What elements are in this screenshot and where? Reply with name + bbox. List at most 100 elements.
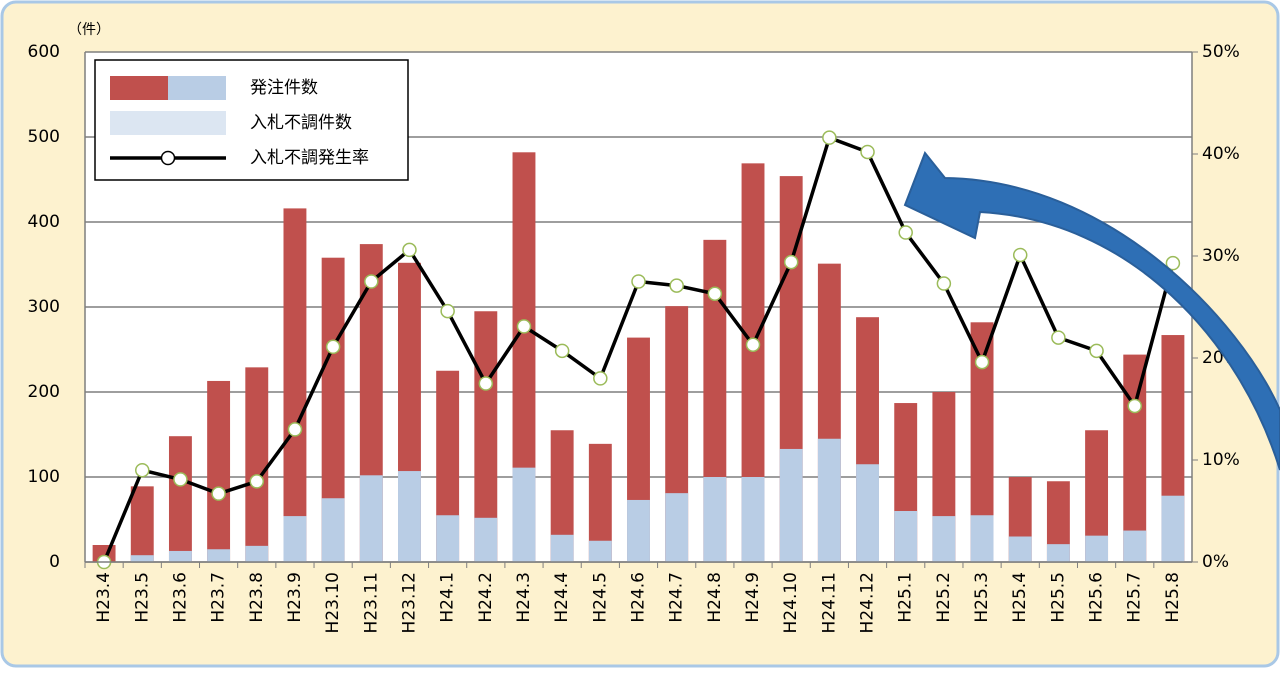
bar	[589, 541, 612, 562]
x-tick-label: H25.1	[896, 572, 916, 623]
y2-tick-label: 0%	[1202, 552, 1229, 572]
bar	[474, 518, 497, 562]
bar	[627, 500, 650, 562]
y-axis-label: （件）	[68, 22, 110, 38]
bar	[1123, 531, 1146, 562]
bar	[971, 515, 994, 562]
x-tick-label: H24.2	[476, 572, 496, 623]
bar	[322, 498, 345, 562]
chart: （件） 01002003004005006000%10%20%30%40%50%…	[0, 0, 1280, 670]
x-tick-label: H25.5	[1048, 572, 1068, 623]
marker	[403, 243, 416, 256]
x-tick-label: H23.6	[170, 572, 190, 623]
legend-swatch	[110, 76, 168, 100]
bar	[436, 515, 459, 562]
x-tick-label: H24.9	[743, 572, 763, 623]
marker	[937, 277, 950, 290]
bar	[398, 471, 421, 562]
marker	[212, 487, 225, 500]
x-tick-label: H25.6	[1087, 572, 1107, 623]
marker	[823, 131, 836, 144]
legend-label: 入札不調件数	[250, 113, 352, 133]
bar	[818, 439, 841, 562]
bar	[207, 549, 230, 562]
x-tick-label: H24.5	[590, 572, 610, 623]
marker	[670, 279, 683, 292]
bar	[1009, 537, 1032, 563]
marker	[250, 475, 263, 488]
x-tick-label: H23.4	[94, 572, 114, 623]
marker	[136, 464, 149, 477]
marker	[556, 344, 569, 357]
x-tick-label: H24.7	[667, 572, 687, 623]
x-tick-label: H23.12	[399, 572, 419, 633]
marker	[785, 256, 798, 269]
bar	[169, 436, 192, 562]
marker	[1090, 344, 1103, 357]
marker	[327, 340, 340, 353]
x-tick-label: H23.10	[323, 572, 343, 633]
marker	[708, 287, 721, 300]
marker	[479, 377, 492, 390]
x-tick-label: H24.1	[438, 572, 458, 623]
bar	[283, 516, 306, 562]
y-tick-label: 100	[28, 467, 60, 487]
x-tick-label: H24.8	[705, 572, 725, 623]
y2-tick-label: 40%	[1202, 144, 1240, 164]
bar	[1085, 536, 1108, 562]
bar	[1161, 496, 1184, 562]
x-tick-label: H24.3	[514, 572, 534, 623]
x-tick-label: H24.11	[819, 572, 839, 633]
x-tick-label: H24.12	[858, 572, 878, 633]
x-tick-label: H25.3	[972, 572, 992, 623]
marker	[365, 275, 378, 288]
bar	[169, 551, 192, 562]
x-tick-label: H23.7	[209, 572, 229, 623]
marker	[174, 473, 187, 486]
bar	[856, 464, 879, 562]
marker	[861, 145, 874, 158]
marker	[288, 423, 301, 436]
marker	[976, 356, 989, 369]
y2-tick-label: 10%	[1202, 450, 1240, 470]
bar	[703, 477, 726, 562]
y-tick-label: 400	[28, 212, 60, 232]
marker	[517, 320, 530, 333]
x-tick-label: H25.2	[934, 572, 954, 623]
bar	[932, 516, 955, 562]
bar	[665, 493, 688, 562]
y-tick-label: 300	[28, 297, 60, 317]
x-tick-label: H23.5	[132, 572, 152, 623]
y2-tick-label: 50%	[1202, 42, 1240, 62]
x-tick-label: H24.10	[781, 572, 801, 633]
bar	[780, 449, 803, 562]
bar	[513, 468, 536, 562]
y-tick-label: 200	[28, 382, 60, 402]
x-tick-label: H23.9	[285, 572, 305, 623]
bar	[207, 381, 230, 562]
x-tick-label: H24.6	[629, 572, 649, 623]
bar	[283, 208, 306, 562]
bar	[742, 477, 765, 562]
marker	[632, 275, 645, 288]
bar	[131, 555, 154, 562]
y-tick-label: 0	[49, 552, 60, 572]
y-tick-label: 600	[28, 42, 60, 62]
y2-tick-label: 30%	[1202, 246, 1240, 266]
marker	[899, 226, 912, 239]
legend-swatch	[168, 76, 226, 100]
x-tick-label: H25.7	[1125, 572, 1145, 623]
legend-label: 発注件数	[250, 78, 318, 98]
marker	[441, 305, 454, 318]
bar	[245, 367, 268, 562]
legend-swatch	[110, 111, 226, 135]
x-tick-label: H23.11	[361, 572, 381, 633]
bar	[551, 535, 574, 562]
x-tick-label: H23.8	[247, 572, 267, 623]
y-tick-label: 500	[28, 127, 60, 147]
marker	[1014, 248, 1027, 261]
marker	[747, 338, 760, 351]
bar	[1047, 544, 1070, 562]
bar	[131, 486, 154, 562]
x-tick-label: H25.8	[1163, 572, 1183, 623]
